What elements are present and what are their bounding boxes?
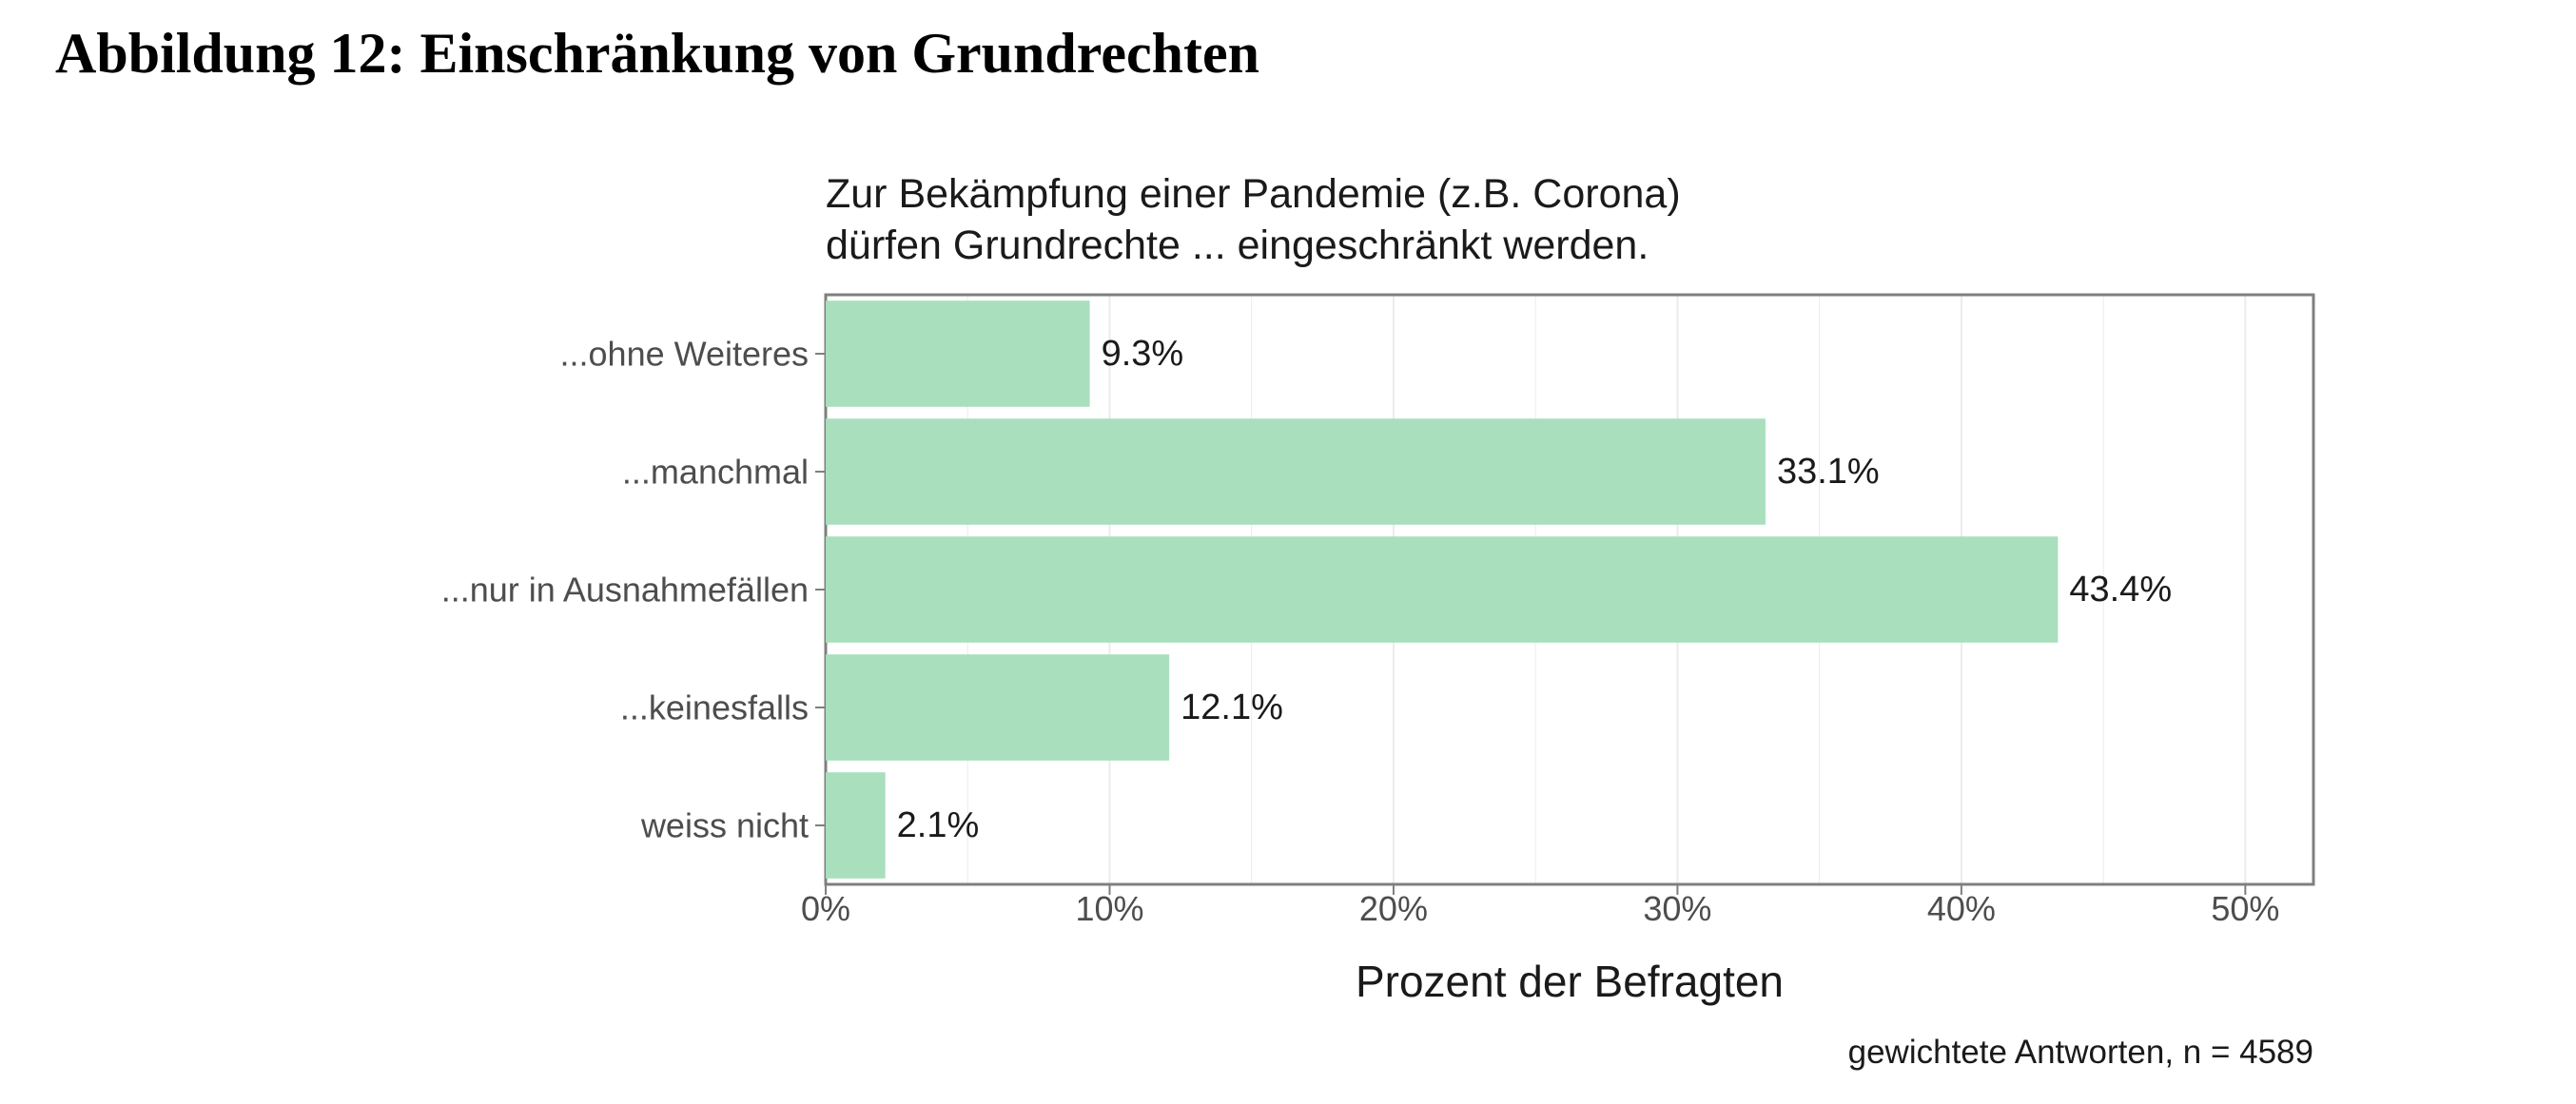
x-tick-label: 20%	[1359, 889, 1428, 928]
x-tick-label: 30%	[1643, 889, 1711, 928]
bar-value-label: 33.1%	[1777, 452, 1880, 492]
bar-value-label: 2.1%	[897, 805, 980, 845]
bar	[826, 772, 886, 879]
bar	[826, 536, 2059, 643]
bar	[826, 418, 1766, 525]
x-tick-label: 10%	[1075, 889, 1143, 928]
y-tick-label: weiss nicht	[640, 806, 809, 845]
chart-title: Zur Bekämpfung einer Pandemie (z.B. Coro…	[826, 171, 1681, 268]
x-tick-label: 0%	[801, 889, 850, 928]
bar	[826, 654, 1170, 761]
y-tick-label: ...manchmal	[622, 453, 809, 492]
x-axis-title: Prozent der Befragten	[1356, 957, 1784, 1006]
bar-value-label: 43.4%	[2069, 570, 2172, 610]
chart-title-line: dürfen Grundrechte ... eingeschränkt wer…	[826, 223, 1649, 268]
chart-caption: gewichtete Antworten, n = 4589	[1848, 1034, 2313, 1071]
x-axis: 0% 10% 20% 30% 40% 50%	[801, 884, 2279, 928]
y-tick-label: ...keinesfalls	[620, 688, 809, 727]
y-axis: ...ohne Weiteres ...manchmal ...nur in Aus…	[441, 335, 826, 845]
y-tick-label: ...ohne Weiteres	[560, 335, 809, 374]
y-tick-label: ...nur in Ausnahmefällen	[441, 571, 809, 610]
chart-title-line: Zur Bekämpfung einer Pandemie (z.B. Coro…	[826, 171, 1681, 217]
x-tick-label: 50%	[2211, 889, 2279, 928]
figure-heading: Abbildung 12: Einschränkung von Grundrec…	[55, 22, 1259, 85]
bar-value-label: 12.1%	[1181, 688, 1283, 727]
bars	[826, 300, 2059, 879]
x-tick-label: 40%	[1927, 889, 1996, 928]
bar-value-label: 9.3%	[1102, 334, 1184, 374]
bar	[826, 300, 1090, 407]
bar-labels: 9.3% 33.1% 43.4% 12.1% 2.1%	[897, 334, 2172, 845]
